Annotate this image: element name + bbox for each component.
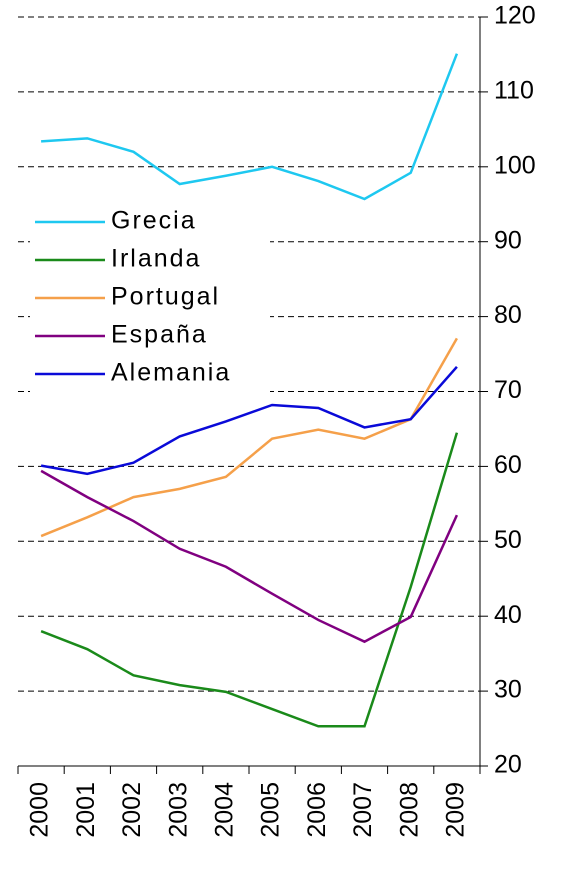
y-tick-label: 90 (494, 226, 522, 254)
x-tick-label: 2006 (303, 782, 331, 838)
x-tick-label: 2009 (442, 782, 470, 838)
y-tick-label: 110 (494, 77, 534, 105)
y-tick-label: 70 (494, 376, 522, 404)
x-tick-label: 2003 (164, 782, 192, 838)
y-tick-label: 100 (494, 151, 536, 179)
x-tick-label: 2005 (257, 782, 285, 838)
series-line (41, 53, 459, 201)
y-tick-label: 50 (494, 526, 522, 554)
x-tick-label: 2002 (118, 782, 146, 838)
series-line (40, 365, 458, 476)
legend-label: Irlanda (111, 245, 201, 273)
series-line (40, 469, 459, 644)
y-tick-label: 30 (494, 676, 522, 704)
series-line (40, 337, 458, 538)
series-line (40, 432, 459, 728)
legend-label: España (111, 321, 208, 349)
y-tick-label: 60 (494, 451, 522, 479)
legend-label: Alemania (111, 359, 231, 387)
x-tick-label: 2007 (349, 782, 377, 838)
x-tick-label: 2004 (211, 782, 239, 838)
y-tick-label: 80 (494, 301, 522, 329)
y-tick-label: 20 (494, 751, 522, 779)
legend-label: Grecia (111, 207, 197, 235)
x-tick-label: 2001 (72, 782, 100, 838)
x-tick-label: 2000 (26, 782, 54, 838)
y-tick-label: 120 (494, 2, 536, 30)
x-tick-label: 2008 (395, 782, 423, 838)
legend-label: Portugal (111, 283, 220, 311)
y-tick-label: 40 (494, 601, 522, 629)
